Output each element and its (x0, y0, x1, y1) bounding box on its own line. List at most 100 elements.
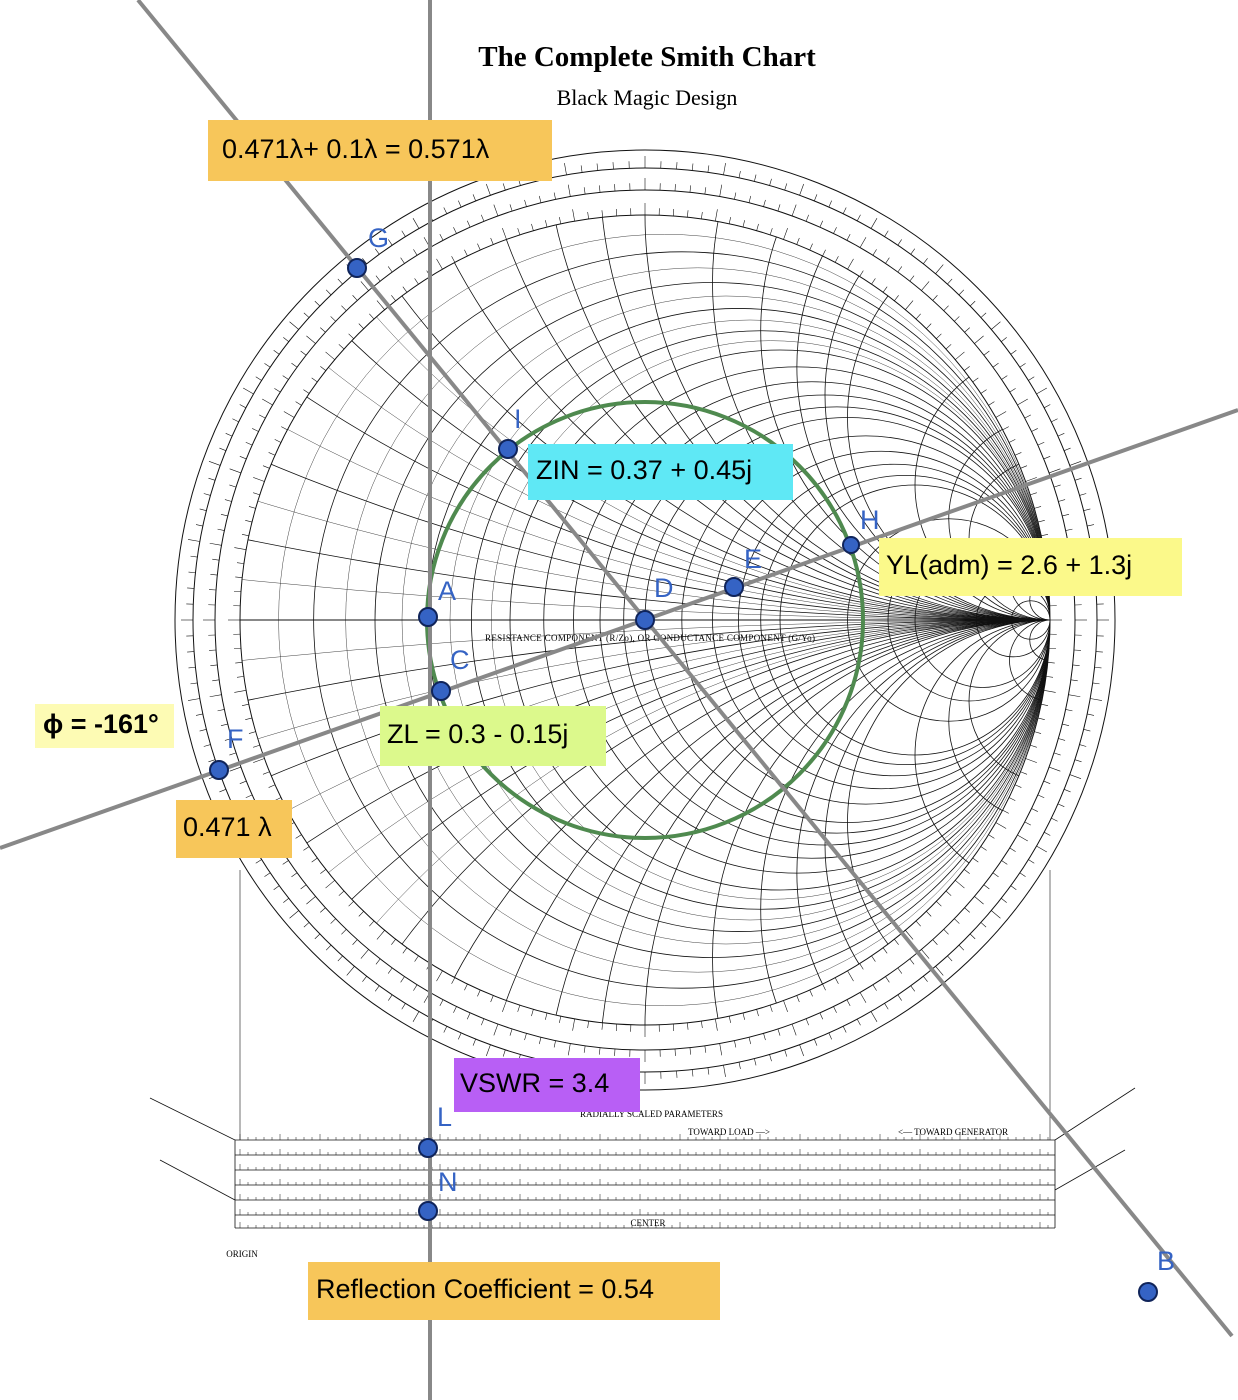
ring-tick (443, 1026, 448, 1033)
ring-tick (466, 220, 471, 228)
reactance-arc (1009, 619, 1050, 702)
ring-tick (564, 162, 567, 175)
ring-tick (273, 885, 280, 891)
point-label: A (438, 576, 456, 606)
ring-tick (414, 278, 419, 285)
ring-tick (477, 989, 481, 997)
point (209, 760, 229, 780)
ring-tick (1058, 499, 1066, 502)
ring-tick (1062, 513, 1070, 517)
reactance-arc (847, 215, 1050, 621)
ring-tick (894, 938, 899, 945)
ring-tick (897, 994, 902, 1001)
ring-tick (1087, 713, 1095, 716)
ring-tick (728, 1016, 731, 1024)
ring-tick (274, 388, 281, 393)
ring-tick (281, 426, 288, 431)
ring-tick (245, 794, 253, 799)
ring-tick (1051, 817, 1058, 822)
ring-tick (268, 784, 276, 788)
ring-tick (545, 220, 548, 228)
ring-tick (1024, 414, 1031, 419)
ring-tick (253, 758, 265, 763)
annotation: ZIN = 0.37 + 0.45j (536, 455, 752, 485)
ring-tick (1001, 375, 1008, 380)
reactance-arc (824, 619, 1050, 1025)
ring-tick (936, 333, 942, 339)
ring-tick (756, 223, 759, 231)
load-line (0, 408, 1238, 850)
ring-tick (481, 1018, 485, 1026)
ring-tick (219, 447, 227, 451)
ring-tick (972, 857, 979, 863)
ring-tick (187, 539, 200, 542)
ring-tick (856, 1018, 861, 1026)
ring-tick (451, 256, 456, 263)
point (418, 1201, 438, 1221)
ring-tick (217, 709, 225, 712)
ring-tick (1009, 388, 1016, 393)
ring-tick (295, 834, 302, 839)
ring-tick (337, 278, 343, 285)
ring-tick (754, 1058, 757, 1066)
ring-tick (945, 344, 952, 350)
ring-tick (884, 230, 889, 237)
ring-tick (234, 547, 247, 550)
ring-tick (567, 1043, 571, 1056)
ring-tick (587, 1021, 589, 1029)
ring-tick (1063, 789, 1071, 793)
ring-tick (572, 209, 575, 222)
ring-tick (236, 676, 244, 678)
ring-tick (210, 574, 218, 576)
ring-tick (1000, 337, 1007, 342)
ring-tick (1024, 821, 1031, 826)
ring-tick (538, 1037, 542, 1045)
ring-tick (1065, 528, 1073, 531)
ring-tick (1094, 666, 1102, 669)
ring-tick (884, 1003, 889, 1010)
point (418, 607, 438, 627)
point (842, 536, 860, 554)
ring-tick (341, 305, 347, 311)
ring-tick (958, 944, 965, 951)
ring-tick (360, 281, 369, 291)
scale-frame (149, 1087, 1136, 1228)
ring-tick (897, 239, 902, 246)
ring-tick (1034, 506, 1042, 509)
ring-tick (291, 362, 298, 368)
ring-tick (388, 994, 393, 1001)
ring-tick (220, 513, 228, 517)
point-label: L (437, 1102, 452, 1132)
ring-tick (980, 389, 987, 394)
ring-tick (947, 278, 953, 285)
ring-tick (882, 947, 888, 954)
ring-tick (587, 211, 589, 219)
ring-tick (814, 1038, 818, 1046)
ring-tick (583, 187, 586, 195)
ring-tick (1048, 766, 1061, 772)
ring-tick (235, 576, 243, 578)
ring-tick (1002, 426, 1009, 431)
ring-tick (923, 975, 928, 982)
reactance-arc (847, 619, 1050, 1025)
annotation-box (454, 1058, 640, 1112)
ring-tick (362, 258, 367, 265)
ring-tick (834, 256, 839, 263)
annotation: YL(adm) = 2.6 + 1.3j (886, 550, 1132, 580)
ring-tick (991, 321, 1001, 330)
ring-tick (980, 312, 987, 318)
ring-tick (348, 333, 354, 339)
ring-tick (1017, 398, 1028, 406)
ring-tick (253, 744, 260, 748)
ring-tick (352, 295, 358, 301)
ring-tick (306, 335, 316, 344)
ring-tick (1041, 534, 1049, 537)
ring-tick (253, 492, 260, 496)
ring-tick (809, 243, 813, 251)
ring-tick (796, 237, 800, 245)
ring-tick (255, 859, 262, 864)
ring-tick (704, 1045, 707, 1053)
annotation: 0.471λ+ 0.1λ = 0.571λ (222, 134, 490, 164)
annotation-box (176, 800, 292, 858)
ring-tick (1008, 797, 1016, 801)
